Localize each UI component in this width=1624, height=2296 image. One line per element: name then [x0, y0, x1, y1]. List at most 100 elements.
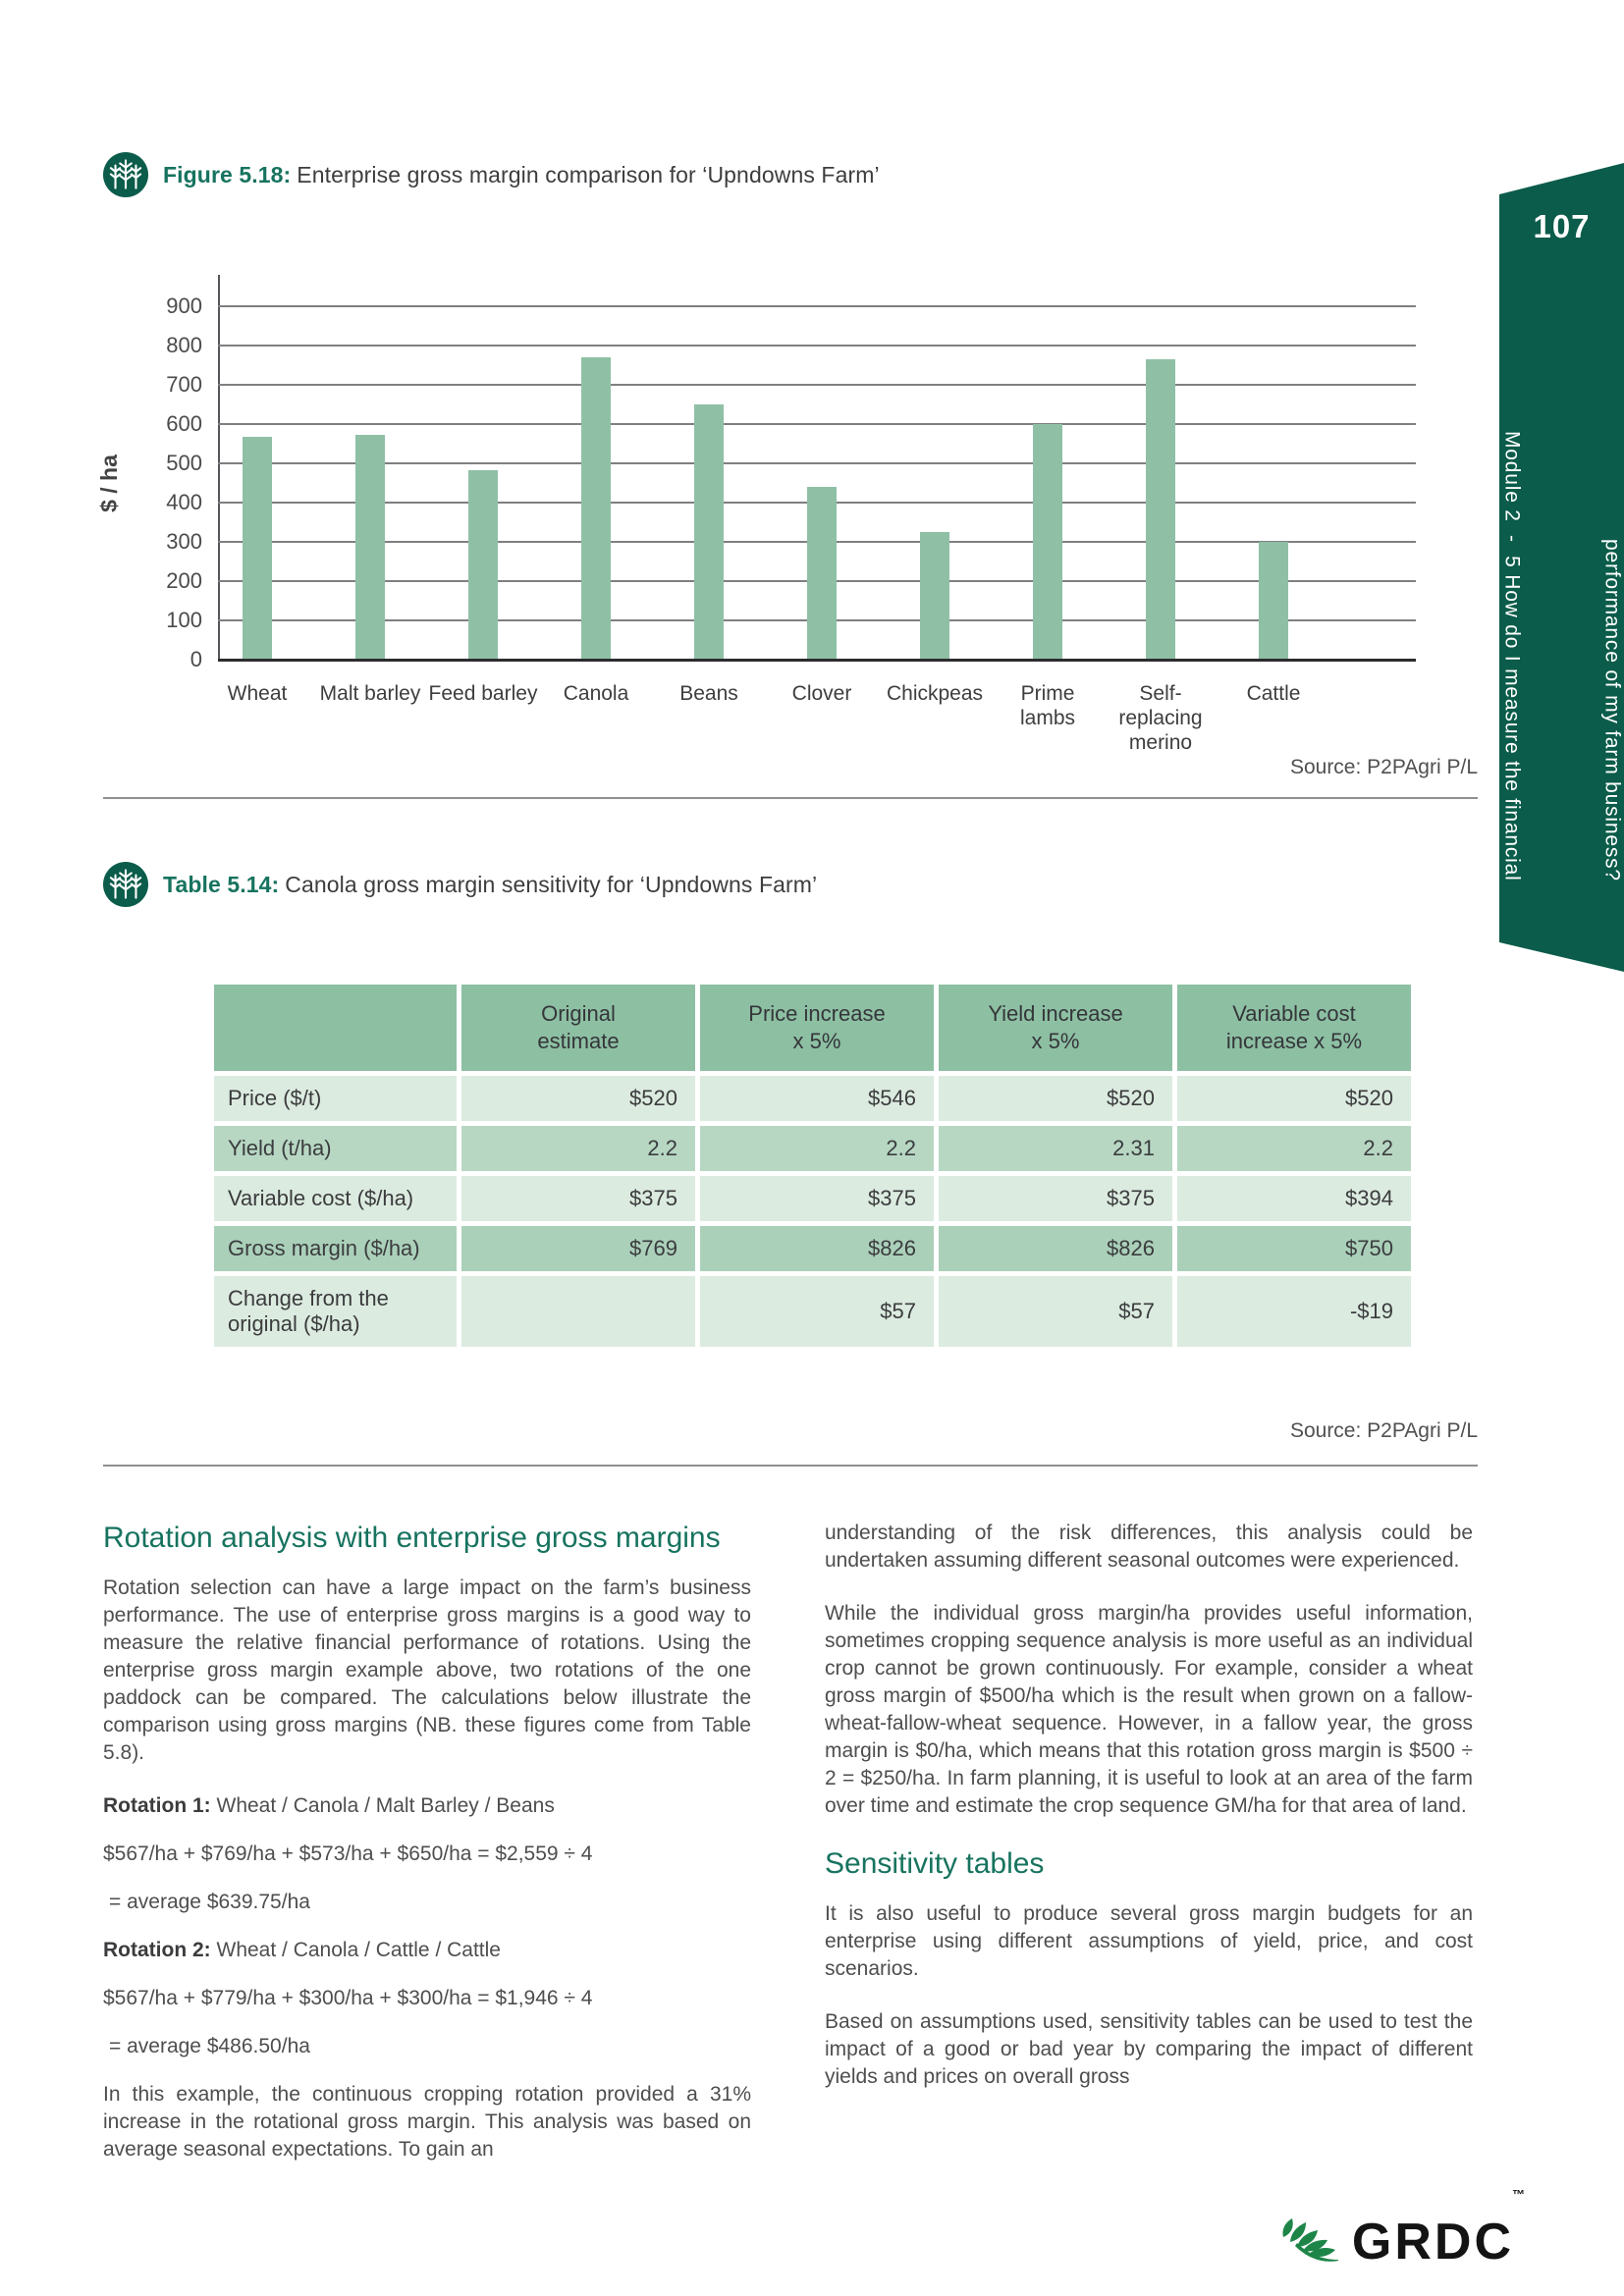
chart-plot: 0 100 200 300 400 500 600 700 800 900 Wheat Malt ba… — [166, 294, 1416, 754]
gridline — [218, 305, 1416, 307]
cell-value: $520 — [939, 1076, 1172, 1121]
paragraph: In this example, the continuous cropping… — [103, 2083, 751, 2161]
paragraph: It is also useful to produce several gro… — [825, 1902, 1473, 1980]
chart-y-axis-line — [218, 275, 220, 661]
y-axis-tick: 900 — [166, 294, 202, 318]
cell-value: $375 — [939, 1176, 1172, 1221]
gridline — [218, 462, 1416, 464]
figure-caption: Figure 5.18: Enterprise gross margin comp… — [103, 152, 880, 197]
y-axis-tick: 300 — [166, 529, 202, 554]
column-header: Price increase x 5% — [700, 985, 934, 1071]
row-label: Price ($/t) — [214, 1076, 457, 1121]
article-left-column: Rotation analysis with enterprise gross … — [103, 1520, 751, 2189]
bar-clover — [807, 487, 837, 660]
gridline — [218, 345, 1416, 347]
x-axis-label: Wheat — [227, 682, 288, 705]
bar-self-replacing-merino — [1146, 359, 1175, 660]
y-axis-tick: 800 — [166, 333, 202, 357]
x-axis-label: Feed barley — [428, 682, 538, 705]
sidebar-module-title: Module 2 - 5 How do I measure the financ… — [1500, 431, 1624, 881]
table-label: Table 5.14: — [163, 871, 280, 897]
figure-title: Enterprise gross margin comparison for ‘… — [297, 161, 880, 187]
x-axis-label: Chickpeas — [886, 682, 984, 705]
cell-value: $375 — [461, 1176, 695, 1221]
cell-value: 2.2 — [461, 1126, 695, 1171]
rotation-1-average: = average $639.75/ha — [109, 1891, 310, 1913]
x-axis-label: Beans — [679, 682, 738, 705]
divider-rule — [103, 1465, 1478, 1467]
row-label: Yield (t/ha) — [214, 1126, 457, 1171]
paragraph: While the individual gross margin/ha pro… — [825, 1602, 1473, 1817]
cell-value: $546 — [700, 1076, 934, 1121]
x-axis-label: Self-replacing merino — [1118, 682, 1203, 754]
table-row: Yield (t/ha) 2.2 2.2 2.31 2.2 — [214, 1126, 1411, 1171]
grdc-logo-text: GRDC™ — [1351, 2187, 1528, 2270]
table-body: Price ($/t) $520 $546 $520 $520 Yield (t/ha) 2… — [214, 1076, 1411, 1347]
table-head: Original estimate Price increase x 5% Yiel… — [214, 985, 1411, 1071]
bar-prime-lambs — [1033, 424, 1062, 660]
article-right-column: understanding of the risk differences, t… — [825, 1520, 1473, 2189]
y-axis-tick: 500 — [166, 451, 202, 475]
paragraph: Rotation selection can have a large impa… — [103, 1576, 751, 1764]
cell-value: $57 — [700, 1276, 934, 1347]
rotation-2-calc: $567/ha + $779/ha + $300/ha + $300/ha = … — [103, 1987, 593, 2009]
paragraph: Based on assumptions used, sensitivity t… — [825, 2010, 1473, 2088]
cell-value: $750 — [1177, 1226, 1411, 1271]
x-axis-label: Canola — [563, 682, 629, 705]
y-axis-tick: 100 — [166, 608, 202, 632]
bar-wheat — [243, 437, 272, 660]
figure-source: Source: P2PAgri P/L — [1289, 756, 1478, 778]
page-number: 107 — [1533, 208, 1591, 244]
wheat-icon — [103, 152, 148, 197]
rotation-1-line: Rotation 1: Wheat / Canola / Malt Barley… — [103, 1794, 555, 1817]
gridline — [218, 423, 1416, 425]
y-axis-tick: 700 — [166, 372, 202, 397]
rotation-1-calc: $567/ha + $769/ha + $573/ha + $650/ha = … — [103, 1842, 593, 1865]
row-label: Change from the original ($/ha) — [214, 1276, 457, 1347]
cell-value: $394 — [1177, 1176, 1411, 1221]
table-caption-text: Table 5.14: Canola gross margin sensitivi… — [163, 872, 817, 898]
column-header — [214, 985, 457, 1071]
section-heading-sensitivity: Sensitivity tables — [825, 1847, 1045, 1880]
bar-feed-barley — [468, 469, 498, 660]
wheat-icon — [103, 862, 148, 907]
x-axis-label: Clover — [791, 682, 852, 705]
bar-cattle — [1259, 542, 1288, 660]
rotation-2-line: Rotation 2: Wheat / Canola / Cattle / Ca… — [103, 1939, 501, 1961]
grdc-logo: GRDC™ — [1272, 2187, 1530, 2271]
x-axis-label: Malt barley — [319, 682, 421, 705]
bar-beans — [694, 404, 724, 660]
cell-value: 2.2 — [1177, 1126, 1411, 1171]
bar-canola — [581, 357, 611, 660]
table-row: Price ($/t) $520 $546 $520 $520 — [214, 1076, 1411, 1121]
cell-value: 2.2 — [700, 1126, 934, 1171]
chart-y-axis-title: $ / ha — [95, 454, 122, 512]
table-caption: Table 5.14: Canola gross margin sensitivi… — [103, 862, 817, 907]
figure-label: Figure 5.18: — [163, 161, 292, 187]
bar-malt-barley — [355, 434, 385, 660]
cell-value: $769 — [461, 1226, 695, 1271]
sensitivity-table: Original estimate Price increase x 5% Yiel… — [209, 980, 1416, 1352]
cell-value — [461, 1276, 695, 1347]
row-label: Gross margin ($/ha) — [214, 1226, 457, 1271]
column-header: Original estimate — [461, 985, 695, 1071]
table-row: Change from the original ($/ha) $57 $57 -$1… — [214, 1276, 1411, 1347]
grdc-sprig-icon — [1282, 2218, 1338, 2262]
table-row: Gross margin ($/ha) $769 $826 $826 $750 — [214, 1226, 1411, 1271]
cell-value: $520 — [1177, 1076, 1411, 1121]
column-header: Variable cost increase x 5% — [1177, 985, 1411, 1071]
table-row: Variable cost ($/ha) $375 $375 $375 $394 — [214, 1176, 1411, 1221]
y-axis-tick: 200 — [166, 568, 202, 593]
section-heading-rotation: Rotation analysis with enterprise gross … — [103, 1522, 721, 1554]
cell-value: $57 — [939, 1276, 1172, 1347]
trademark-symbol: ™ — [1512, 2187, 1528, 2202]
cell-value: $375 — [700, 1176, 934, 1221]
cell-value: $826 — [700, 1226, 934, 1271]
sidebar-ribbon: 107 Module 2 - 5 How do I measure the fi… — [1499, 163, 1624, 972]
x-axis-label: Cattle — [1246, 682, 1301, 705]
paragraph: understanding of the risk differences, t… — [825, 1522, 1473, 1572]
y-axis-tick: 600 — [166, 411, 202, 436]
table-title: Canola gross margin sensitivity for ‘Upn… — [285, 871, 818, 897]
row-label: Variable cost ($/ha) — [214, 1176, 457, 1221]
y-axis-tick: 400 — [166, 490, 202, 514]
